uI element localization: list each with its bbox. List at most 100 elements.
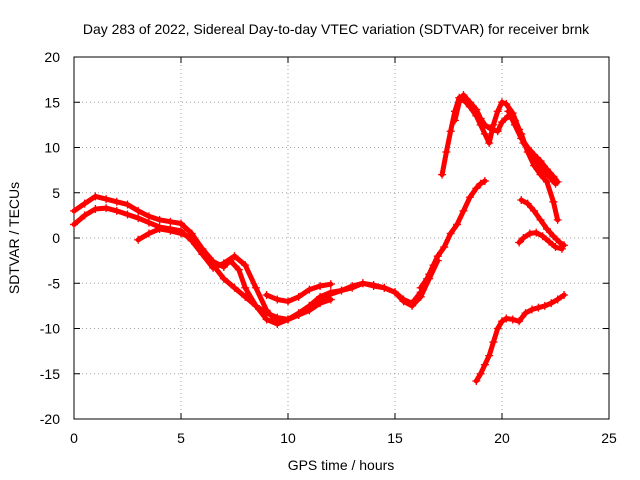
data-point xyxy=(465,98,474,107)
data-point xyxy=(241,292,250,301)
chart-title: Day 283 of 2022, Sidereal Day-to-day VTE… xyxy=(83,21,590,37)
x-tick-label: 10 xyxy=(280,430,296,446)
data-point xyxy=(536,157,545,166)
y-tick-label: -5 xyxy=(48,275,61,291)
data-point xyxy=(80,211,89,220)
data-point xyxy=(549,197,558,206)
data-point xyxy=(284,297,292,306)
data-point xyxy=(549,232,558,241)
data-point xyxy=(316,281,325,290)
data-point xyxy=(380,283,389,292)
data-point xyxy=(155,215,164,224)
data-point xyxy=(241,261,250,270)
data-point xyxy=(442,148,451,157)
data-point xyxy=(391,288,399,297)
data-point xyxy=(177,219,185,228)
data-point xyxy=(294,310,303,319)
data-point xyxy=(440,243,449,252)
data-point xyxy=(123,200,132,209)
series-band xyxy=(518,197,567,248)
y-tick-label: 15 xyxy=(44,94,60,110)
data-point xyxy=(446,229,455,238)
data-point xyxy=(177,229,185,238)
data-point xyxy=(102,204,111,213)
y-tick-label: -15 xyxy=(40,366,60,382)
data-point xyxy=(493,324,502,333)
series-band xyxy=(418,178,488,291)
data-point xyxy=(251,301,260,310)
series-band xyxy=(505,108,561,185)
data-points xyxy=(70,91,569,385)
data-point xyxy=(455,98,464,107)
data-point xyxy=(553,295,562,304)
data-point xyxy=(369,281,378,290)
data-point xyxy=(450,116,459,125)
data-point xyxy=(305,285,314,294)
data-point xyxy=(476,369,485,378)
data-point xyxy=(530,206,539,215)
data-point xyxy=(155,224,164,233)
data-point xyxy=(284,315,292,324)
y-tick-label: 0 xyxy=(52,230,60,246)
data-point xyxy=(112,206,121,215)
data-point xyxy=(508,315,517,324)
series-arc-rise xyxy=(416,176,489,292)
series-arc-lower xyxy=(134,224,335,324)
y-axis-label: SDTVAR / TECUs xyxy=(6,182,22,294)
data-point xyxy=(80,199,89,208)
data-point xyxy=(459,206,468,215)
data-point xyxy=(187,234,196,242)
data-point xyxy=(523,143,532,152)
data-point xyxy=(555,238,564,247)
x-axis-label: GPS time / hours xyxy=(288,457,395,473)
data-point xyxy=(166,217,175,226)
data-point xyxy=(536,215,545,224)
data-point xyxy=(525,229,534,238)
data-point xyxy=(549,172,558,181)
series-arc-mid-upper xyxy=(262,280,335,306)
data-point xyxy=(493,107,502,116)
series-band xyxy=(516,230,565,252)
data-point xyxy=(91,192,100,201)
y-tick-labels: -20 -15 -10 -5 0 5 10 15 20 xyxy=(40,49,60,427)
data-point xyxy=(527,305,536,314)
data-point xyxy=(485,351,494,360)
data-point xyxy=(532,228,541,237)
data-point xyxy=(536,170,545,179)
data-point xyxy=(316,299,325,308)
data-point xyxy=(219,259,228,268)
data-point xyxy=(273,295,282,304)
data-point xyxy=(234,265,243,274)
data-point xyxy=(134,235,143,244)
data-point xyxy=(504,107,513,116)
data-point xyxy=(144,218,153,227)
data-point xyxy=(515,317,524,326)
data-point xyxy=(358,279,367,288)
data-point xyxy=(519,234,528,242)
data-point xyxy=(480,129,489,138)
data-point xyxy=(542,224,551,233)
y-tick-label: -10 xyxy=(40,321,60,337)
data-point xyxy=(530,150,539,159)
data-point xyxy=(538,232,547,241)
series-arc-peak-c xyxy=(504,107,562,186)
data-point xyxy=(326,280,335,289)
y-tick-label: -20 xyxy=(40,411,60,427)
data-point xyxy=(517,195,526,204)
x-tick-labels: 0 5 10 15 20 25 xyxy=(70,430,617,446)
data-point xyxy=(459,91,468,100)
data-point xyxy=(502,100,511,109)
series-arc-main-b xyxy=(70,204,442,327)
data-point xyxy=(502,314,511,323)
data-point xyxy=(438,170,447,179)
data-point xyxy=(540,301,549,310)
data-point xyxy=(134,214,143,223)
data-point xyxy=(91,205,100,214)
data-point xyxy=(545,237,554,246)
data-point xyxy=(472,376,481,385)
data-point xyxy=(498,118,506,127)
series-arc-bottom xyxy=(472,291,569,385)
data-point xyxy=(489,338,498,347)
data-point xyxy=(498,98,506,107)
